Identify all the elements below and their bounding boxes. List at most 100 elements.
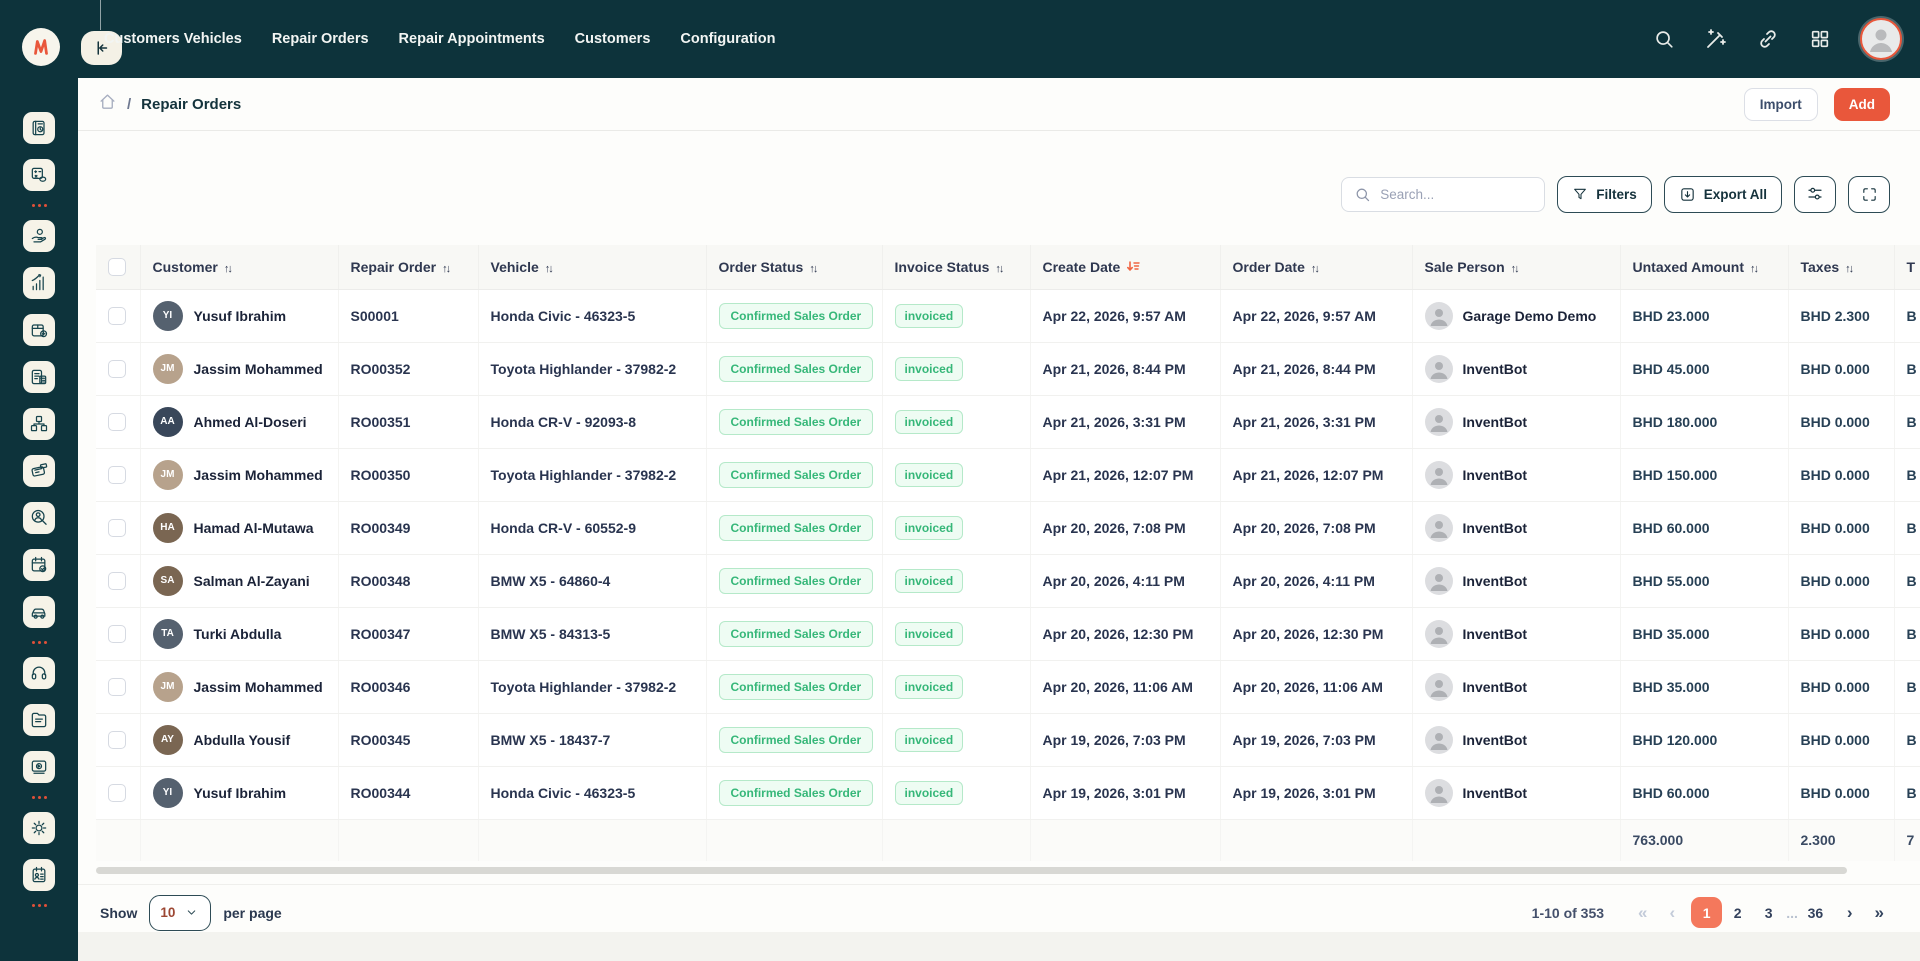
column-header-taxes[interactable]: Taxes ↑↓: [1788, 245, 1895, 290]
table-row[interactable]: SA Salman Al-Zayani RO00348 BMW X5 - 64860-…: [96, 554, 1920, 608]
sidebar-app-headset[interactable]: [23, 657, 55, 689]
table-row[interactable]: TA Turki Abdulla RO00347 BMW X5 - 84313-5 Co…: [96, 607, 1920, 661]
user-avatar[interactable]: [1860, 18, 1902, 60]
sort-icon[interactable]: ↑↓: [1510, 262, 1520, 275]
sort-icon[interactable]: ↑↓: [544, 262, 554, 275]
search-icon[interactable]: [1652, 27, 1676, 51]
export-all-button[interactable]: Export All: [1663, 175, 1782, 213]
page-button-36[interactable]: 36: [1800, 897, 1831, 928]
column-header-order_status[interactable]: Order Status ↑↓: [706, 245, 883, 290]
pagination-summary: 1-10 of 353: [1531, 904, 1605, 921]
home-icon[interactable]: [98, 92, 117, 116]
sidebar-app-growth-chart[interactable]: [23, 267, 55, 299]
row-checkbox[interactable]: [108, 730, 126, 749]
page-button-1[interactable]: 1: [1691, 897, 1723, 928]
top-menu-item-customers-vehicles[interactable]: Customers Vehicles: [104, 31, 242, 47]
sidebar-app-calendar-check[interactable]: [23, 549, 55, 581]
row-checkbox[interactable]: [108, 359, 126, 378]
sidebar-app-box-add[interactable]: [23, 314, 55, 346]
table-row[interactable]: JM Jassim Mohammed RO00346 Toyota Highlande…: [96, 660, 1920, 714]
select-all-checkbox[interactable]: [108, 257, 126, 276]
table-row[interactable]: JM Jassim Mohammed RO00350 Toyota Highlande…: [96, 448, 1920, 502]
invoice-status-badge: invoiced: [894, 568, 964, 593]
scrollbar-thumb[interactable]: [96, 867, 1848, 874]
order-status-badge: Confirmed Sales Order: [718, 302, 874, 329]
row-checkbox[interactable]: [108, 571, 126, 590]
column-header-vehicle[interactable]: Vehicle ↑↓: [478, 245, 707, 290]
row-checkbox[interactable]: [108, 624, 126, 643]
column-settings-button[interactable]: [1794, 175, 1836, 213]
last-page-button[interactable]: »: [1869, 901, 1890, 925]
prev-page-button[interactable]: ‹: [1664, 901, 1682, 925]
search-input[interactable]: [1380, 186, 1531, 202]
table-row[interactable]: YI Yusuf Ibrahim S00001 Honda Civic - 46323…: [96, 289, 1920, 343]
sidebar-app-settings-gear[interactable]: [23, 812, 55, 844]
sidebar-app-car[interactable]: [23, 596, 55, 628]
sidebar-app-folder-documents[interactable]: [23, 704, 55, 736]
page-button-3[interactable]: 3: [1753, 897, 1784, 928]
row-checkbox[interactable]: [108, 412, 126, 431]
table-row[interactable]: HA Hamad Al-Mutawa RO00349 Honda CR-V - 605…: [96, 501, 1920, 555]
sort-icon[interactable]: ↑↓: [995, 262, 1004, 275]
first-page-button[interactable]: «: [1632, 901, 1653, 925]
row-checkbox[interactable]: [108, 518, 126, 537]
sidebar-app-pos-terminal[interactable]: [23, 455, 55, 487]
fullscreen-button[interactable]: [1848, 175, 1890, 213]
sidebar-app-calculator-coins[interactable]: [23, 159, 55, 191]
top-menu-item-customers[interactable]: Customers: [574, 31, 651, 47]
row-checkbox[interactable]: [108, 306, 126, 325]
brand-logo[interactable]: [22, 28, 60, 66]
column-header-total[interactable]: T: [1894, 245, 1920, 290]
sort-icon[interactable]: ↑↓: [809, 262, 818, 275]
row-checkbox[interactable]: [108, 465, 126, 484]
row-checkbox[interactable]: [108, 677, 126, 696]
top-menu-item-repair-appointments[interactable]: Repair Appointments: [398, 31, 545, 47]
next-page-button[interactable]: ›: [1841, 901, 1859, 925]
link-icon[interactable]: [1756, 27, 1780, 51]
sort-icon[interactable]: ↑↓: [1845, 262, 1854, 275]
column-header-invoice_status[interactable]: Invoice Status ↑↓: [882, 245, 1031, 290]
taxes-amount: BHD 2.300: [1800, 307, 1870, 324]
column-header-untaxed[interactable]: Untaxed Amount ↑↓: [1620, 245, 1789, 290]
horizontal-scrollbar[interactable]: [96, 866, 1920, 875]
sort-desc-active-icon[interactable]: [1126, 260, 1141, 274]
apps-grid-icon[interactable]: [1808, 27, 1832, 51]
filters-button[interactable]: Filters: [1557, 175, 1652, 213]
sidebar-app-person-search[interactable]: [23, 502, 55, 534]
import-button[interactable]: Import: [1743, 87, 1818, 121]
per-page-select[interactable]: 10: [149, 894, 212, 931]
order-status-badge: Confirmed Sales Order: [718, 514, 874, 541]
sort-icon[interactable]: ↑↓: [442, 262, 451, 275]
sidebar-app-boxes-network[interactable]: [23, 408, 55, 440]
cell-total: B: [1894, 289, 1920, 343]
total-total: 7: [1894, 819, 1920, 861]
column-header-create_date[interactable]: Create Date: [1030, 245, 1221, 290]
row-checkbox[interactable]: [108, 783, 126, 802]
column-header-sale_person[interactable]: Sale Person ↑↓: [1412, 245, 1621, 290]
collapse-menu-button[interactable]: [81, 31, 122, 65]
top-menu-item-configuration[interactable]: Configuration: [680, 31, 776, 47]
sidebar-app-ledger-clock[interactable]: [23, 112, 55, 144]
column-header-customer[interactable]: Customer ↑↓: [140, 245, 339, 290]
cell-sale-person: InventBot: [1412, 713, 1621, 767]
cell-sale-person: InventBot: [1412, 395, 1621, 449]
ledger-clock-icon: [32, 120, 45, 136]
column-header-order_date[interactable]: Order Date ↑↓: [1220, 245, 1413, 290]
magic-wand-icon[interactable]: [1704, 27, 1728, 51]
table-row[interactable]: AY Abdulla Yousif RO00345 BMW X5 - 18437-7 C…: [96, 713, 1920, 767]
table-row[interactable]: AA Ahmed Al-Doseri RO00351 Honda CR-V - 920…: [96, 395, 1920, 449]
sort-icon[interactable]: ↑↓: [223, 262, 233, 275]
sort-icon[interactable]: ↑↓: [1310, 262, 1320, 275]
table-row[interactable]: JM Jassim Mohammed RO00352 Toyota Highlande…: [96, 342, 1920, 396]
sidebar-app-clipboard-calculator[interactable]: [23, 361, 55, 393]
top-menu-item-repair-orders[interactable]: Repair Orders: [271, 31, 369, 47]
add-button[interactable]: Add: [1833, 87, 1890, 121]
sort-icon[interactable]: ↑↓: [1749, 262, 1759, 275]
sidebar-app-hand-coin[interactable]: [23, 220, 55, 252]
column-header-repair_order[interactable]: Repair Order ↑↓: [338, 245, 479, 290]
page-button-2[interactable]: 2: [1722, 897, 1753, 928]
sidebar-app-screen-presentation[interactable]: [23, 751, 55, 783]
table-row[interactable]: YI Yusuf Ibrahim RO00344 Honda Civic - 4632…: [96, 766, 1920, 820]
untaxed-amount: BHD 60.000: [1632, 784, 1710, 801]
sidebar-app-employee-badge[interactable]: [23, 859, 55, 891]
